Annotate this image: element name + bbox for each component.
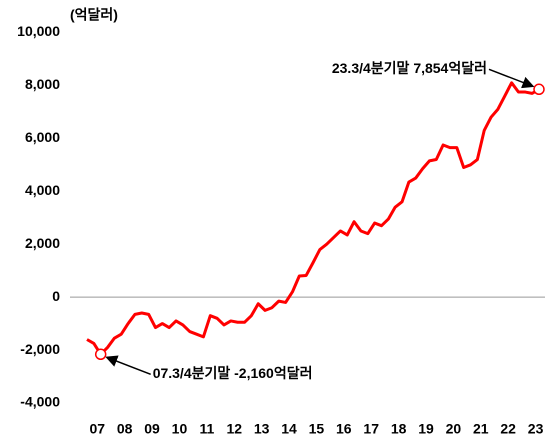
highlight-point: [94, 348, 107, 361]
x-tick-label: 10: [172, 421, 188, 437]
x-tick-label: 23: [528, 421, 544, 437]
x-tick-label: 07: [89, 421, 105, 437]
annotation-arrow: [105, 355, 151, 376]
annotation: 23.3/4분기말 7,854억달러: [332, 60, 487, 76]
x-tick-label: 14: [281, 421, 297, 437]
x-tick-label: 15: [309, 421, 325, 437]
y-tick-label: 0: [52, 288, 60, 304]
highlight-point: [533, 83, 545, 96]
x-tick-label: 09: [144, 421, 160, 437]
unit-label: (억달러): [70, 7, 118, 23]
y-tick-label: -4,000: [20, 394, 60, 410]
x-tick-label: 18: [391, 421, 407, 437]
x-tick-label: 13: [254, 421, 270, 437]
x-tick-label: 08: [117, 421, 133, 437]
annotation: 07.3/4분기말 -2,160억달러: [153, 365, 313, 381]
y-tick-label: 10,000: [17, 23, 60, 39]
x-tick-label: 21: [473, 421, 489, 437]
x-tick-label: 19: [418, 421, 434, 437]
y-tick-label: -2,000: [20, 341, 60, 357]
y-tick-label: 2,000: [25, 235, 60, 251]
y-tick-label: 6,000: [25, 129, 60, 145]
x-tick-label: 17: [363, 421, 379, 437]
y-tick-label: 8,000: [25, 76, 60, 92]
x-tick-label: 11: [199, 421, 214, 437]
annotation-arrow: [488, 68, 535, 89]
line-series: [86, 81, 540, 356]
x-tick-label: 20: [446, 421, 462, 437]
x-tick-label: 12: [226, 421, 242, 437]
x-tick-label: 22: [500, 421, 516, 437]
x-tick-label: 16: [336, 421, 352, 437]
y-tick-label: 4,000: [25, 182, 60, 198]
